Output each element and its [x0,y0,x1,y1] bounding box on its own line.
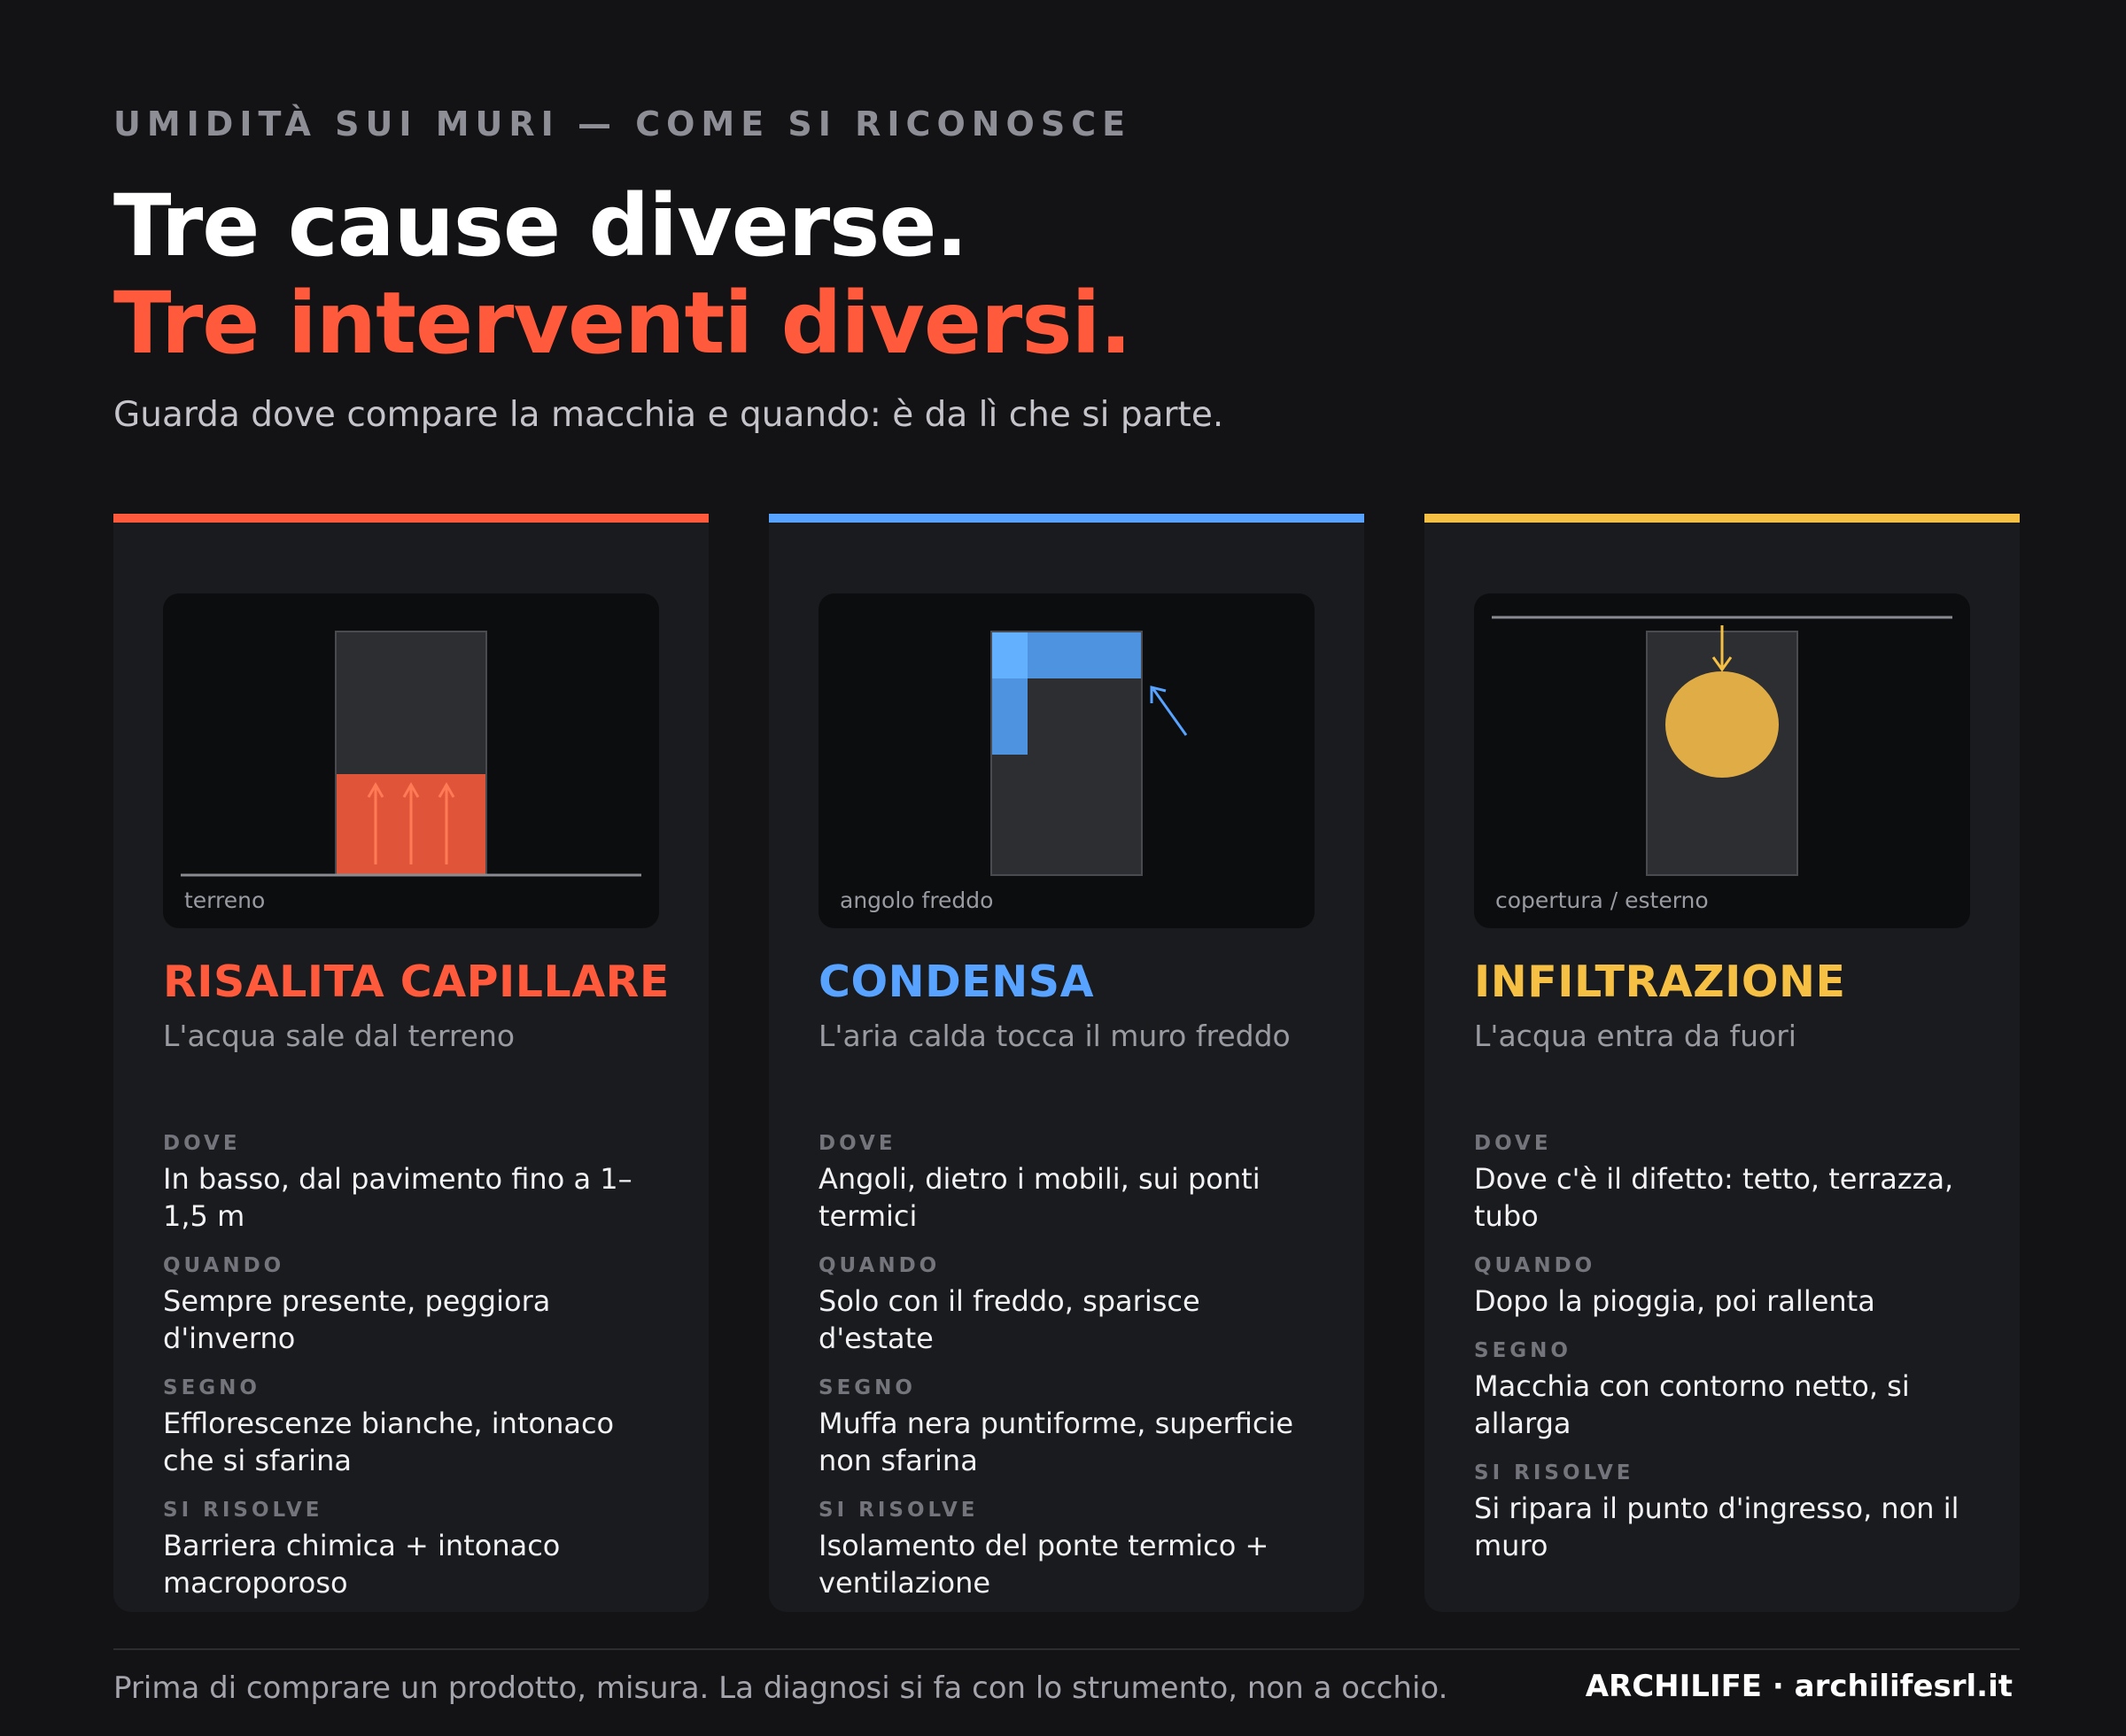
detail-segno: SEGNO Muffa nera puntiforme, superficie … [819,1376,1315,1479]
illustration-infiltrazione: copertura / esterno [1474,593,1970,928]
page-subtitle: Guarda dove compare la macchia e quando:… [113,395,1224,435]
card-subtitle: L'acqua sale dal terreno [163,1019,516,1053]
illustration-label: terreno [184,887,266,913]
eyebrow: UMIDITÀ SUI MURI — COME SI RICONOSCE [113,105,1132,143]
detail-quando: QUANDO Solo con il freddo, sparisce d'es… [819,1254,1315,1357]
detail-key: SEGNO [1474,1339,1571,1362]
detail-value: Solo con il freddo, sparisce d'estate [819,1284,1200,1355]
cold-corner-diagram [990,631,1188,876]
detail-key: SEGNO [163,1376,260,1399]
detail-key: QUANDO [163,1254,285,1277]
detail-dove: DOVE Angoli, dietro i mobili, sui ponti … [819,1132,1315,1235]
footer-note: Prima di comprare un prodotto, misura. L… [113,1670,1448,1706]
card-subtitle: L'acqua entra da fuori [1474,1019,1796,1053]
detail-si-risolve: SI RISOLVE Barriera chimica + intonaco m… [163,1499,659,1601]
detail-value: In basso, dal pavimento fino a 1–1,5 m [163,1162,632,1233]
detail-key: SI RISOLVE [163,1499,323,1522]
detail-key: DOVE [1474,1132,1552,1155]
details-list: DOVE In basso, dal pavimento fino a 1–1,… [163,1132,659,1621]
title-line-1: Tre cause diverse. [113,176,968,275]
detail-value: Barriera chimica + intonaco macroporoso [163,1529,561,1600]
detail-value: Macchia con contorno netto, si allarga [1474,1369,1910,1440]
detail-si-risolve: SI RISOLVE Isolamento del ponte termico … [819,1499,1315,1601]
detail-value: Efflorescenze bianche, intonaco che si s… [163,1407,615,1477]
detail-value: Muffa nera puntiforme, superficie non sf… [819,1407,1294,1477]
detail-dove: DOVE In basso, dal pavimento fino a 1–1,… [163,1132,659,1235]
detail-si-risolve: SI RISOLVE Si ripara il punto d'ingresso… [1474,1461,1970,1564]
detail-key: QUANDO [819,1254,941,1277]
cold-corner-highlight [992,632,1028,678]
card-subtitle: L'aria calda tocca il muro freddo [819,1019,1291,1053]
warm-air-arrow-icon [1150,686,1188,736]
detail-value: Sempre presente, peggiora d'inverno [163,1284,551,1355]
rising-arrows-icon [367,781,455,864]
water-drop-arrow-icon [1711,625,1733,672]
card-risalita-capillare: terreno RISALITA CAPILLARE L'acqua sale … [113,514,709,1612]
detail-segno: SEGNO Efflorescenze bianche, intonaco ch… [163,1376,659,1479]
illustration-risalita: terreno [163,593,659,928]
leak-stain [1665,671,1779,778]
detail-segno: SEGNO Macchia con contorno netto, si all… [1474,1339,1970,1442]
detail-key: DOVE [819,1132,896,1155]
card-infiltrazione: copertura / esterno INFILTRAZIONE L'acqu… [1424,514,2020,1612]
detail-dove: DOVE Dove c'è il difetto: tetto, terrazz… [1474,1132,1970,1235]
card-title: CONDENSA [819,957,1094,1007]
detail-key: DOVE [163,1132,241,1155]
card-title: INFILTRAZIONE [1474,957,1846,1007]
details-list: DOVE Dove c'è il difetto: tetto, terrazz… [1474,1132,1970,1584]
page-title: Tre cause diverse. Tre interventi divers… [113,176,1132,373]
illustration-condensa: angolo freddo [819,593,1315,928]
detail-key: SI RISOLVE [819,1499,979,1522]
card-condensa: angolo freddo CONDENSA L'aria calda tocc… [769,514,1364,1612]
leak-diagram [1492,616,1952,876]
card-title: RISALITA CAPILLARE [163,957,670,1007]
detail-key: SI RISOLVE [1474,1461,1634,1484]
wall-rising-damp-diagram [181,631,641,877]
footer-divider [113,1648,2020,1650]
brand-credit[interactable]: ARCHILIFE · archilifesrl.it [1585,1669,2013,1704]
detail-key: SEGNO [819,1376,916,1399]
detail-value: Dopo la pioggia, poi rallenta [1474,1284,1875,1318]
detail-quando: QUANDO Dopo la pioggia, poi rallenta [1474,1254,1970,1320]
title-line-2: Tre interventi diversi. [113,274,1132,373]
detail-value: Angoli, dietro i mobili, sui ponti termi… [819,1162,1261,1233]
detail-value: Dove c'è il difetto: tetto, terrazza, tu… [1474,1162,1954,1233]
detail-key: QUANDO [1474,1254,1596,1277]
detail-quando: QUANDO Sempre presente, peggiora d'inver… [163,1254,659,1357]
details-list: DOVE Angoli, dietro i mobili, sui ponti … [819,1132,1315,1621]
detail-value: Si ripara il punto d'ingresso, non il mu… [1474,1492,1959,1562]
illustration-label: copertura / esterno [1495,887,1709,913]
illustration-label: angolo freddo [840,887,994,913]
detail-value: Isolamento del ponte termico + ventilazi… [819,1529,1269,1600]
